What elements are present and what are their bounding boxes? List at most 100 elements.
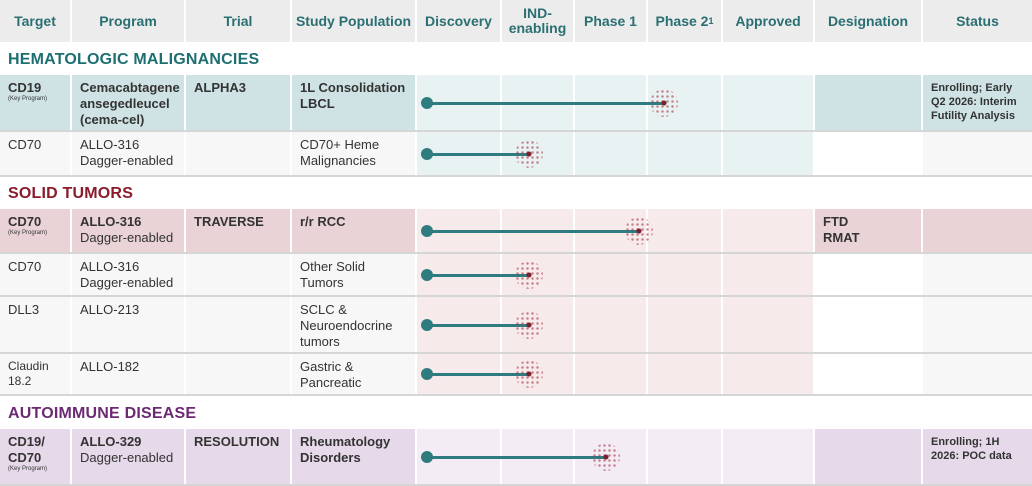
program-name: ALLO-316 [80,214,142,229]
row-cell-bg [575,297,646,352]
row-cell-bg [815,254,921,295]
progress-end-marker [515,140,544,168]
phase-divider [574,354,575,394]
phase-divider [722,354,723,394]
progress-bar [427,324,530,327]
row-study-population: CD70+ Heme Malignancies [300,137,380,168]
row-cell-bg [815,297,921,352]
program-subtitle: Dagger-enabled [80,153,174,168]
row-cell-bg [0,209,70,252]
row-designation [815,254,921,259]
row-cell-bg [648,354,721,394]
phase-divider [722,429,723,484]
row-status [923,254,1027,260]
progress-bar [427,456,606,459]
row-target: CD19 (Key Program) [0,75,70,103]
key-program-note: (Key Program) [8,230,48,236]
phase-divider [722,254,723,295]
row-study-population: 1L Consolidation LBCL [300,80,406,111]
pipeline-row: CD19 (Key Program) Cemacabtagene ansegedle… [0,75,1032,132]
phase-divider [647,254,648,295]
row-program: Cemacabtagene ansegedleucel (cema-cel) [72,75,184,128]
phase-divider [574,132,575,175]
progress-bar [427,274,530,277]
row-program: ALLO-316 Dagger-enabled [72,254,184,291]
program-name: ALLO-213 [80,302,140,317]
row-cell-bg [72,429,184,484]
row-status: Enrolling; Early Q2 2026: Interim Futili… [931,82,1017,122]
phase-divider [574,254,575,295]
program-name: Cemacabtagene ansegedleucel (cema-cel) [80,80,180,127]
row-cell-bg [815,132,921,175]
row-cell-bg [648,132,721,175]
phase-divider [647,429,648,484]
row-cell-bg [815,354,921,394]
row-trial [186,254,290,259]
target-label: Claudin 18.2 [8,359,49,388]
row-program: ALLO-329 Dagger-enabled [72,429,184,466]
row-study-population: SCLC & Neuroendocrine tumors [300,302,393,349]
col-header-designation: Designation [815,0,921,42]
progress-bar [427,102,665,105]
row-program: ALLO-213 [72,297,184,318]
program-name: ALLO-316 [80,137,140,152]
col-header-discovery: Discovery [417,0,500,42]
row-cell-bg [186,354,290,394]
row-cell-bg [72,132,184,175]
phase-divider [722,297,723,352]
row-status: Enrolling; 1H 2026: POC data [931,436,1012,462]
row-program: ALLO-316 Dagger-enabled [72,209,184,246]
row-cell-bg [72,254,184,295]
progress-bar [427,153,530,156]
progress-end-marker [591,443,620,471]
row-cell-bg [72,209,184,252]
phase-divider [722,209,723,252]
row-cell-bg [923,354,1032,394]
section-header-solid: SOLID TUMORS [8,184,134,202]
row-program: ALLO-316 Dagger-enabled [72,132,184,169]
row-cell-bg [186,429,290,484]
row-cell-bg [575,132,646,175]
row-target: CD19/ CD70 (Key Program) [0,429,70,473]
row-cell-bg [923,132,1032,175]
row-target: CD70 [0,254,70,275]
target-label: CD70 [8,137,42,152]
progress-bar [427,230,639,233]
col-header-study-population: Study Population [292,0,415,42]
phase2-label: Phase 2 [655,12,709,29]
row-cell-bg [815,209,921,252]
row-cell-bg [292,209,415,252]
pipeline-row: Claudin 18.2 ALLO-182 Gastric & Pancreatic [0,354,1032,396]
col-header-approved: Approved [723,0,813,42]
row-cell-bg [815,429,921,484]
row-cell-bg [723,209,813,252]
row-designation: FTD RMAT [823,214,860,245]
row-cell-bg [0,354,70,394]
pipeline-row: CD70 ALLO-316 Dagger-enabled Other Solid Tu… [0,254,1032,297]
phase-divider [574,297,575,352]
target-label: CD70 [8,214,42,229]
row-designation [815,297,921,302]
key-program-note: (Key Program) [8,466,48,472]
phase-divider [647,297,648,352]
row-cell-bg [0,429,70,484]
row-study-population: Gastric & Pancreatic [300,359,362,390]
row-status [923,132,1027,138]
row-cell-bg [72,75,184,130]
row-cell-bg [923,297,1032,352]
row-cell-bg [0,132,70,175]
row-designation [815,75,921,80]
target-label: CD70 [8,259,42,274]
program-subtitle: Dagger-enabled [80,450,174,465]
row-cell-bg [723,132,813,175]
pipeline-row: DLL3 ALLO-213 SCLC & Neuroendocrine tumors [0,297,1032,354]
progress-end-marker [515,311,544,339]
section-header-heme: HEMATOLOGIC MALIGNANCIES [8,50,260,68]
col-header-phase1: Phase 1 [575,0,646,42]
pipeline-row: CD19/ CD70 (Key Program) ALLO-329 Dagger-en… [0,429,1032,486]
progress-end-marker [515,360,544,388]
row-cell-bg [186,75,290,130]
section-header-auto: AUTOIMMUNE DISEASE [8,404,197,422]
progress-end-marker [624,217,653,245]
